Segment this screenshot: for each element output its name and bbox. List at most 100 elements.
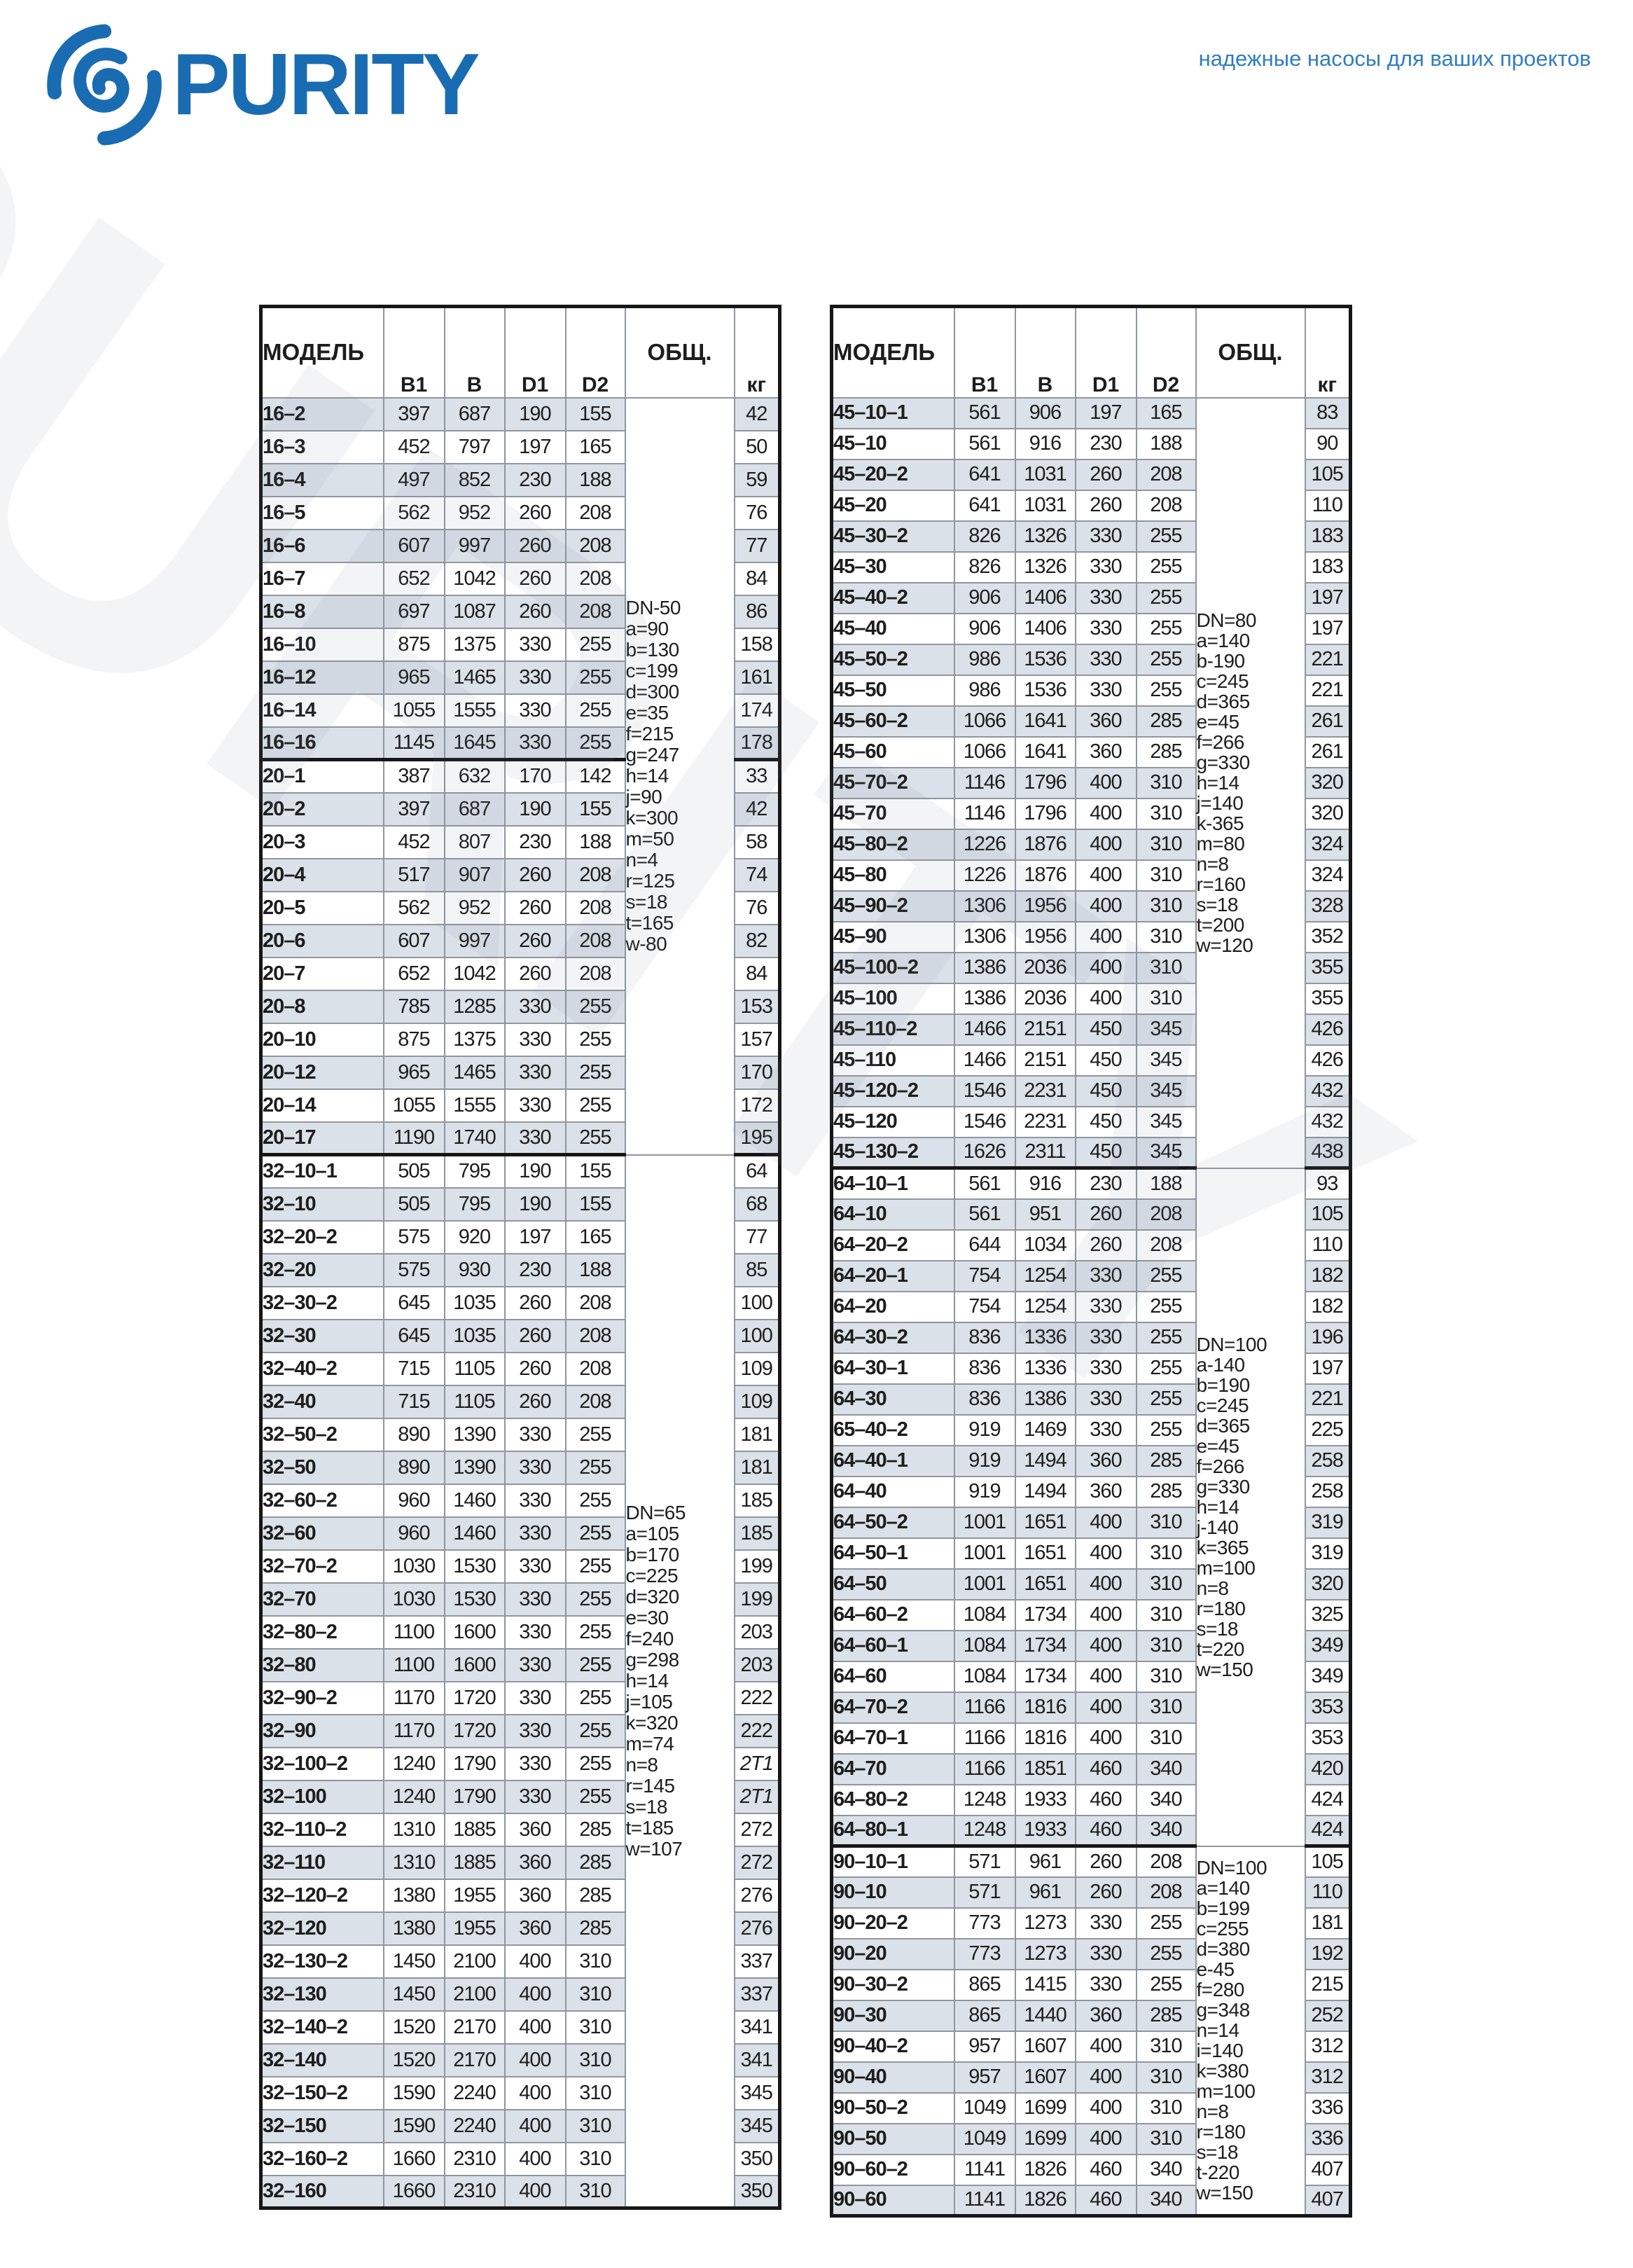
table-row: 32–90–2 1170 1720 330 255 222 [260,1680,781,1715]
d2-cell: 142 [564,759,626,794]
column-header-d1: D1 [1074,305,1137,399]
d1-cell: 330 [503,1713,567,1748]
d2-cell: 255 [1135,551,1197,583]
spec-line: j=90 [625,786,662,808]
d1-cell: 260 [503,1285,567,1320]
d1-cell: 360 [1074,735,1137,768]
b-cell: 687 [443,791,506,827]
b-cell: 2240 [443,2108,506,2143]
b1-cell: 865 [953,1999,1016,2032]
b-cell: 1885 [443,1812,506,1847]
b1-cell: 1450 [382,1977,445,2012]
table-row: 64–70–2 1166 1816 400 310 353 [831,1691,1351,1724]
b-cell: 2310 [443,2141,506,2176]
purity-logo-icon [47,24,162,146]
b1-cell: 1001 [953,1506,1016,1539]
d2-cell: 255 [1135,1290,1197,1323]
model-cell: 20–7 [260,956,384,991]
kg-cell: 222 [733,1713,781,1748]
d1-cell: 330 [1074,1907,1137,1939]
b1-cell: 645 [382,1318,445,1353]
b1-cell: 1660 [382,2141,445,2176]
table-row: 32–50–2 890 1390 330 255 181 [260,1417,781,1452]
d2-cell: 255 [564,1647,626,1682]
d2-cell: 208 [1135,1198,1197,1231]
b1-cell: 1226 [953,828,1016,861]
column-header-b: B [443,305,506,399]
model-cell: 32–150–2 [260,2075,384,2110]
table-row: 45–10 561 916 230 188 90 [831,427,1351,460]
d1-cell: 170 [503,759,567,794]
b-cell: 2240 [443,2075,506,2110]
d1-cell: 260 [1074,1845,1137,1878]
b1-cell: 906 [953,612,1016,645]
d1-cell: 330 [503,627,567,662]
model-cell: 32–130–2 [260,1944,384,1979]
model-cell: 45–50 [831,674,955,707]
d1-cell: 400 [503,2174,567,2209]
model-cell: 32–40–2 [260,1351,384,1386]
b-cell: 797 [443,429,506,464]
model-cell: 32–140 [260,2042,384,2077]
table-row: 90–40–2 957 1607 400 310 312 [831,2030,1351,2063]
d2-cell: 255 [564,1713,626,1748]
kg-cell: 320 [1304,1568,1351,1600]
d2-cell: 340 [1135,1783,1197,1816]
kg-cell: 197 [1304,612,1351,645]
b1-cell: 965 [382,660,445,695]
b-cell: 2170 [443,2010,506,2045]
table-row: 64–10 561 951 260 208 105 [831,1198,1351,1231]
table-row: 20–1 387 632 170 142 33 [260,759,781,794]
b-cell: 852 [443,462,506,497]
b-cell: 1641 [1014,705,1076,738]
table-row: 20–2 397 687 190 155 42 [260,791,781,827]
b-cell: 1876 [1014,828,1076,861]
d2-cell: 208 [564,561,626,596]
table-row: 64–20–1 754 1254 330 255 182 [831,1259,1351,1292]
kg-cell: 261 [1304,735,1351,768]
kg-cell: 83 [1304,396,1351,429]
model-cell: 45–100 [831,982,955,1015]
d2-cell: 310 [1135,1568,1197,1600]
d2-cell: 340 [1135,2184,1197,2217]
d2-cell: 208 [564,890,626,925]
kg-cell: 407 [1304,2153,1351,2186]
b1-cell: 397 [382,396,445,431]
b-cell: 1956 [1014,920,1076,953]
d2-cell: 255 [564,1549,626,1584]
b1-cell: 452 [382,824,445,859]
b-cell: 1734 [1014,1629,1076,1662]
d2-cell: 208 [564,1318,626,1353]
d2-cell: 310 [1135,859,1197,892]
table-row: 45–20 641 1031 260 208 110 [831,489,1351,522]
model-cell: 32–20 [260,1252,384,1287]
kg-cell: 182 [1304,1259,1351,1292]
b1-cell: 1310 [382,1845,445,1880]
b1-cell: 1546 [953,1074,1016,1107]
spec-line: h=14 [1196,1496,1240,1518]
d2-cell: 255 [1135,1968,1197,2001]
model-cell: 20–2 [260,791,384,827]
table-row: 45–90 1306 1956 400 310 352 [831,920,1351,953]
b1-cell: 715 [382,1384,445,1419]
model-cell: 16–2 [260,396,384,431]
kg-cell: 345 [733,2075,781,2110]
spec-line: w=150 [1196,1659,1253,1680]
b-cell: 1555 [443,1088,506,1123]
d1-cell: 360 [503,1911,567,1946]
b-cell: 1641 [1014,735,1076,768]
b1-cell: 697 [382,594,445,629]
model-cell: 90–20 [831,1937,955,1970]
b-cell: 907 [443,857,506,892]
table-row: 64–70–1 1166 1816 400 310 353 [831,1722,1351,1755]
model-cell: 32–110 [260,1845,384,1880]
kg-cell: 85 [733,1252,781,1287]
d1-cell: 330 [1074,1413,1137,1446]
b-cell: 1645 [443,726,506,761]
table-row: 32–110 1310 1885 360 285 272 [260,1845,781,1880]
kg-cell: 181 [1304,1907,1351,1939]
table-row: 32–130 1450 2100 400 310 337 [260,1977,781,2012]
kg-cell: 355 [1304,982,1351,1015]
model-cell: 64–40 [831,1475,955,1508]
b-cell: 1955 [443,1911,506,1946]
